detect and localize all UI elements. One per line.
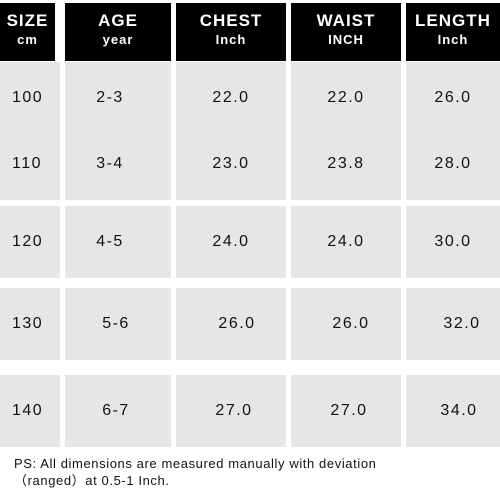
header-length-unit: Inch	[437, 32, 469, 47]
header-size-label: SIZE	[6, 11, 49, 30]
cell-waist: 27.0	[291, 375, 401, 447]
header-chest-unit: Inch	[215, 32, 247, 47]
header-chest: CHEST Inch	[176, 3, 286, 61]
note-line-2: （ranged）at 0.5-1 Inch.	[14, 473, 170, 488]
cell-length: 30.0	[406, 206, 500, 278]
header-waist: WAIST INCH	[291, 3, 401, 61]
header-waist-label: WAIST	[316, 11, 376, 30]
header-size: SIZE cm	[0, 3, 55, 61]
cell-age: 5-6	[65, 288, 171, 360]
cell-age: 6-7	[65, 375, 171, 447]
cell-chest: 23.0	[176, 128, 286, 200]
cell-size: 130	[0, 288, 60, 360]
cell-chest: 26.0	[176, 288, 286, 360]
cell-size: 140	[0, 375, 60, 447]
cell-chest: 27.0	[176, 375, 286, 447]
header-age-label: AGE	[98, 11, 138, 30]
cell-size: 110	[0, 128, 60, 200]
cell-size: 120	[0, 206, 60, 278]
header-size-unit: cm	[17, 32, 38, 47]
cell-length: 32.0	[406, 288, 500, 360]
measurement-note: PS: All dimensions are measured manually…	[14, 455, 494, 489]
note-line-1: PS: All dimensions are measured manually…	[14, 456, 377, 471]
cell-length: 34.0	[406, 375, 500, 447]
header-length-label: LENGTH	[415, 11, 491, 30]
cell-age: 2-3	[65, 62, 171, 134]
cell-waist: 22.0	[291, 62, 401, 134]
cell-chest: 24.0	[176, 206, 286, 278]
cell-chest: 22.0	[176, 62, 286, 134]
header-waist-unit: INCH	[328, 32, 364, 47]
cell-size: 100	[0, 62, 60, 134]
header-length: LENGTH Inch	[406, 3, 500, 61]
cell-waist: 23.8	[291, 128, 401, 200]
cell-waist: 26.0	[291, 288, 401, 360]
header-age-unit: year	[102, 32, 134, 47]
cell-age: 4-5	[65, 206, 171, 278]
cell-age: 3-4	[65, 128, 171, 200]
cell-waist: 24.0	[291, 206, 401, 278]
header-age: AGE year	[65, 3, 171, 61]
cell-length: 28.0	[406, 128, 500, 200]
header-chest-label: CHEST	[199, 11, 263, 30]
cell-length: 26.0	[406, 62, 500, 134]
